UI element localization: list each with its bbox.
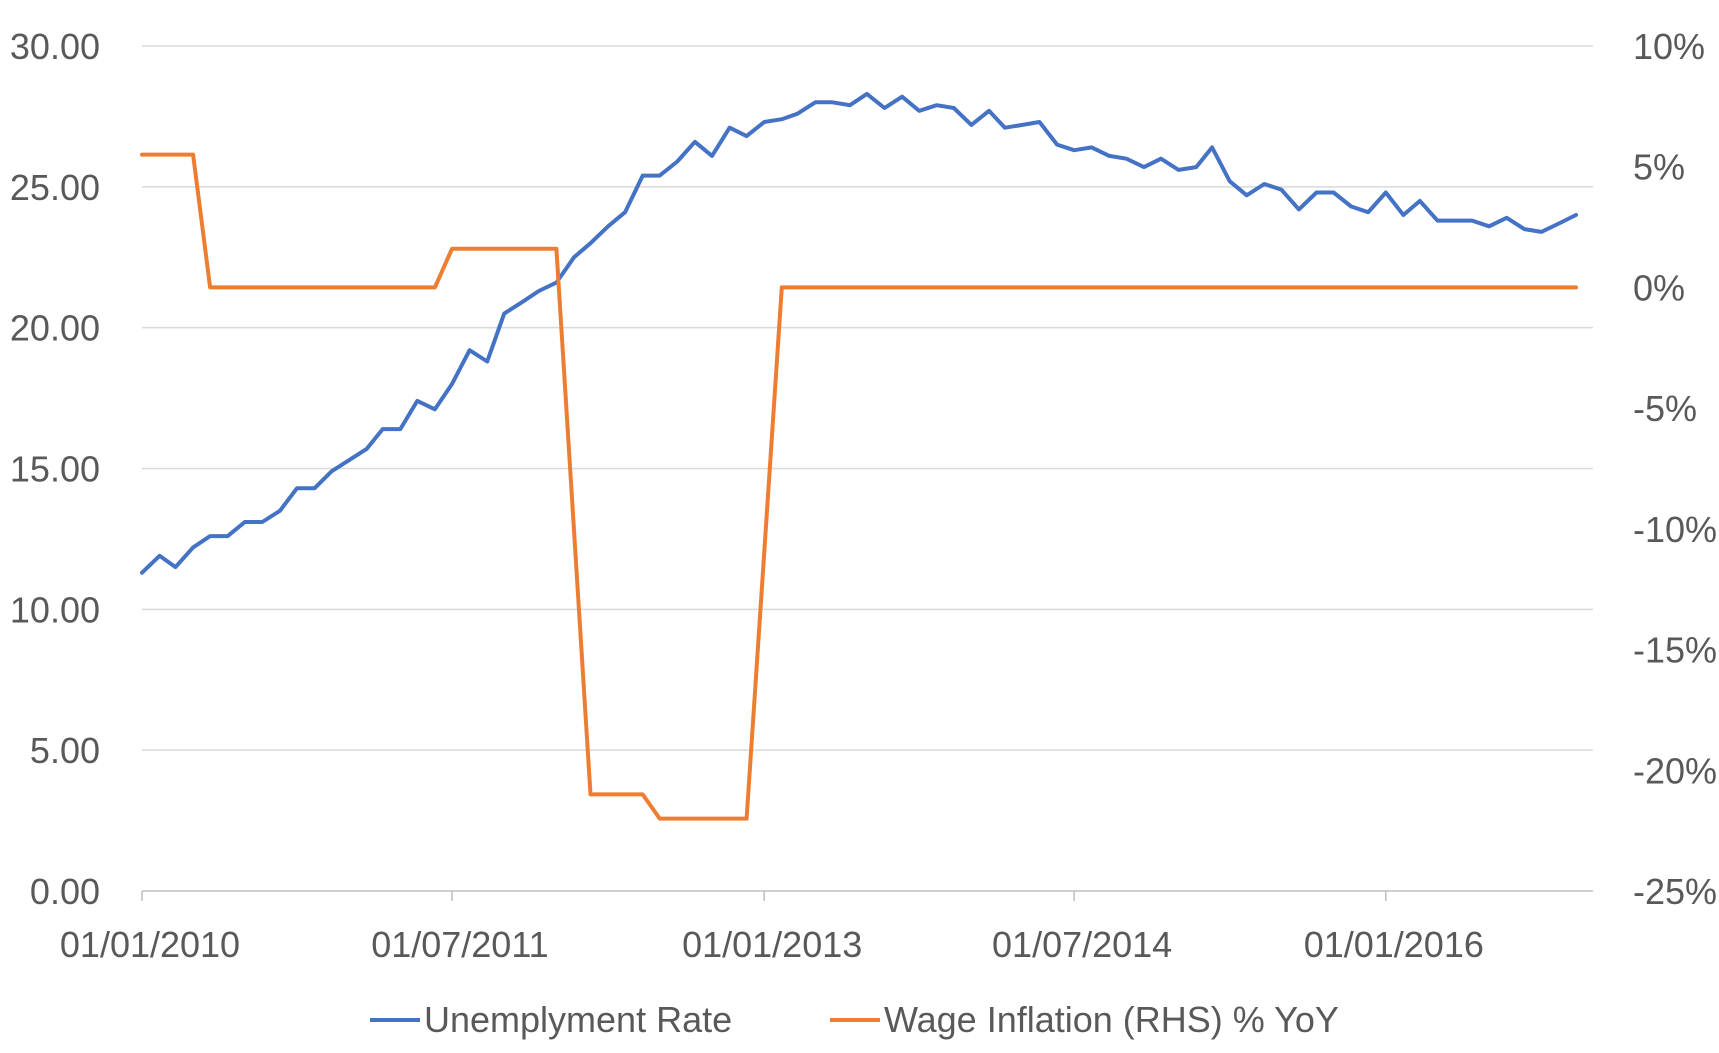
- right-y-tick-label: -15%: [1633, 630, 1717, 671]
- x-axis-tick-labels: 01/01/2010 01/07/2011 01/01/2013 01/07/2014…: [60, 924, 1484, 965]
- x-axis-tick-label: 01/07/2014: [992, 924, 1172, 965]
- series-line-wage-inflation: [140, 152, 1578, 821]
- right-y-tick-label: -25%: [1633, 871, 1717, 912]
- gridlines: [142, 45, 1593, 892]
- right-y-tick-label: -5%: [1633, 388, 1697, 429]
- right-y-tick-label: -10%: [1633, 509, 1717, 550]
- legend-label-unemployment: Unemplyment Rate: [424, 999, 732, 1040]
- x-axis: [141, 891, 1387, 901]
- left-y-tick-label: 25.00: [10, 167, 100, 208]
- left-y-tick-label: 5.00: [30, 730, 100, 771]
- x-axis-tick-label: 01/01/2016: [1304, 924, 1484, 965]
- left-y-tick-label: 0.00: [30, 871, 100, 912]
- right-y-tick-label: 5%: [1633, 147, 1685, 188]
- right-y-tick-label: 10%: [1633, 26, 1705, 67]
- right-y-axis: -25% -20% -15% -10% -5% 0% 5% 10%: [1633, 26, 1717, 912]
- series-lines: [140, 91, 1578, 821]
- legend: Unemplyment Rate Wage Inflation (RHS) % …: [370, 999, 1339, 1040]
- series-line-unemployment-rate: [140, 91, 1578, 575]
- left-y-tick-label: 15.00: [10, 449, 100, 490]
- left-y-tick-label: 10.00: [10, 589, 100, 630]
- left-y-tick-label: 20.00: [10, 308, 100, 349]
- left-y-tick-label: 30.00: [10, 26, 100, 67]
- x-axis-tick-label: 01/01/2013: [682, 924, 862, 965]
- x-axis-tick-label: 01/07/2011: [371, 924, 549, 965]
- legend-label-wage-inflation: Wage Inflation (RHS) % YoY: [884, 999, 1339, 1040]
- left-y-axis: 0.00 5.00 10.00 15.00 20.00 25.00 30.00: [10, 26, 100, 912]
- x-axis-tick-label: 01/01/2010: [60, 924, 240, 965]
- right-y-tick-label: 0%: [1633, 267, 1685, 308]
- right-y-tick-label: -20%: [1633, 750, 1717, 791]
